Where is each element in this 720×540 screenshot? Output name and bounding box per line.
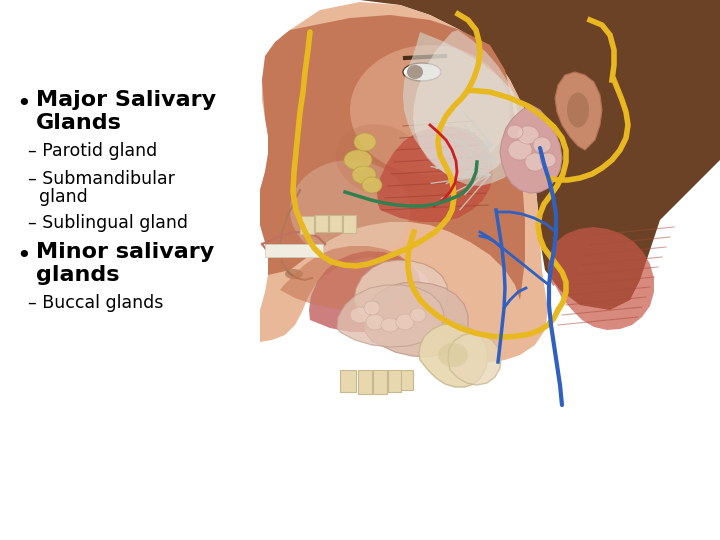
Ellipse shape <box>508 140 532 160</box>
Ellipse shape <box>362 177 382 193</box>
Ellipse shape <box>364 301 380 315</box>
Bar <box>340 370 356 392</box>
Text: Minor salivary: Minor salivary <box>36 242 215 262</box>
Ellipse shape <box>517 126 539 144</box>
Polygon shape <box>360 0 720 310</box>
Ellipse shape <box>350 307 370 323</box>
Text: – Buccal glands: – Buccal glands <box>28 294 163 312</box>
Bar <box>401 370 413 390</box>
Ellipse shape <box>410 308 426 322</box>
Ellipse shape <box>344 150 372 170</box>
Bar <box>358 370 372 394</box>
Ellipse shape <box>336 124 424 196</box>
Ellipse shape <box>354 133 376 151</box>
Bar <box>0 0 260 540</box>
Text: Glands: Glands <box>36 113 122 133</box>
Ellipse shape <box>438 343 468 367</box>
Ellipse shape <box>403 63 441 81</box>
Bar <box>388 370 401 392</box>
Text: – Submandibular: – Submandibular <box>28 170 175 188</box>
Bar <box>315 215 328 232</box>
Bar <box>373 370 387 394</box>
Polygon shape <box>337 285 444 347</box>
Bar <box>343 215 356 233</box>
Polygon shape <box>413 30 518 178</box>
Polygon shape <box>403 32 530 186</box>
Polygon shape <box>448 333 501 385</box>
Text: Major Salivary: Major Salivary <box>36 90 216 110</box>
Ellipse shape <box>381 318 399 332</box>
Ellipse shape <box>533 137 551 153</box>
Polygon shape <box>258 2 548 362</box>
Bar <box>329 215 342 232</box>
Text: •: • <box>16 244 31 268</box>
Ellipse shape <box>366 314 384 330</box>
Polygon shape <box>377 126 493 222</box>
Polygon shape <box>364 282 468 357</box>
Text: gland: gland <box>28 188 88 206</box>
Ellipse shape <box>407 65 423 79</box>
Text: •: • <box>16 92 31 116</box>
Polygon shape <box>309 251 422 332</box>
Text: – Sublingual gland: – Sublingual gland <box>28 214 188 232</box>
Bar <box>265 244 323 257</box>
Polygon shape <box>419 323 488 387</box>
Ellipse shape <box>396 314 414 330</box>
Bar <box>300 216 314 234</box>
Polygon shape <box>256 0 720 540</box>
Polygon shape <box>280 246 413 310</box>
Polygon shape <box>548 227 654 330</box>
Ellipse shape <box>350 45 510 175</box>
Text: glands: glands <box>36 265 120 285</box>
Ellipse shape <box>540 153 556 167</box>
Polygon shape <box>258 15 525 300</box>
Polygon shape <box>555 72 602 150</box>
Ellipse shape <box>525 153 545 171</box>
Ellipse shape <box>352 166 376 184</box>
Polygon shape <box>500 105 562 193</box>
Text: – Parotid gland: – Parotid gland <box>28 142 157 160</box>
Ellipse shape <box>567 92 589 127</box>
Ellipse shape <box>290 160 410 260</box>
Polygon shape <box>354 260 448 328</box>
Ellipse shape <box>507 125 523 139</box>
Ellipse shape <box>285 269 303 279</box>
